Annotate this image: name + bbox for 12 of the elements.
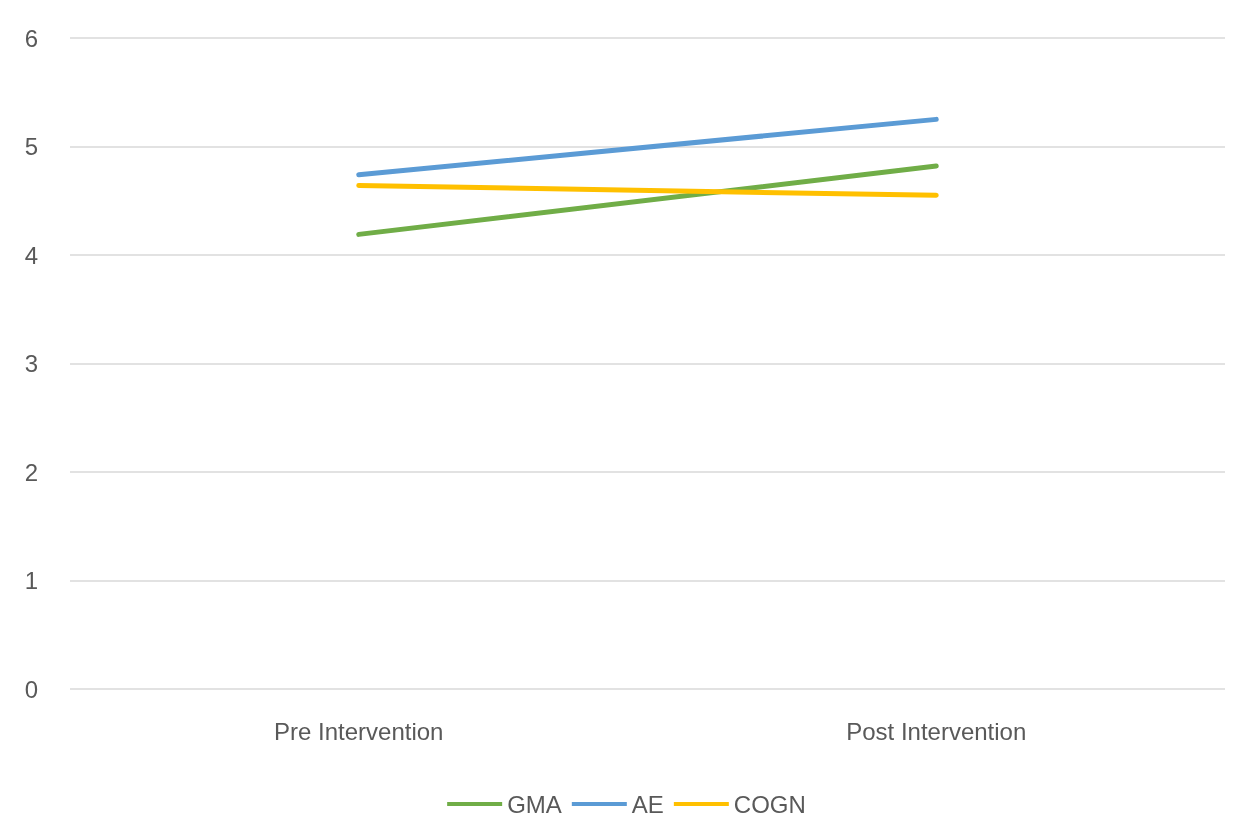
x-tick-label: Post Intervention — [846, 717, 1027, 745]
y-tick-label: 4 — [24, 241, 38, 269]
y-tick-label: 6 — [24, 24, 38, 52]
legend-label: AE — [631, 790, 664, 818]
y-tick-label: 5 — [24, 133, 38, 160]
y-tick-label: 0 — [24, 675, 38, 703]
y-tick-label: 1 — [24, 567, 38, 594]
y-tick-label: 2 — [24, 458, 38, 486]
legend-label: COGN — [733, 790, 806, 818]
y-tick-label: 3 — [24, 350, 38, 377]
legend-label: GMA — [507, 790, 562, 818]
x-tick-label: Pre Intervention — [274, 717, 444, 745]
